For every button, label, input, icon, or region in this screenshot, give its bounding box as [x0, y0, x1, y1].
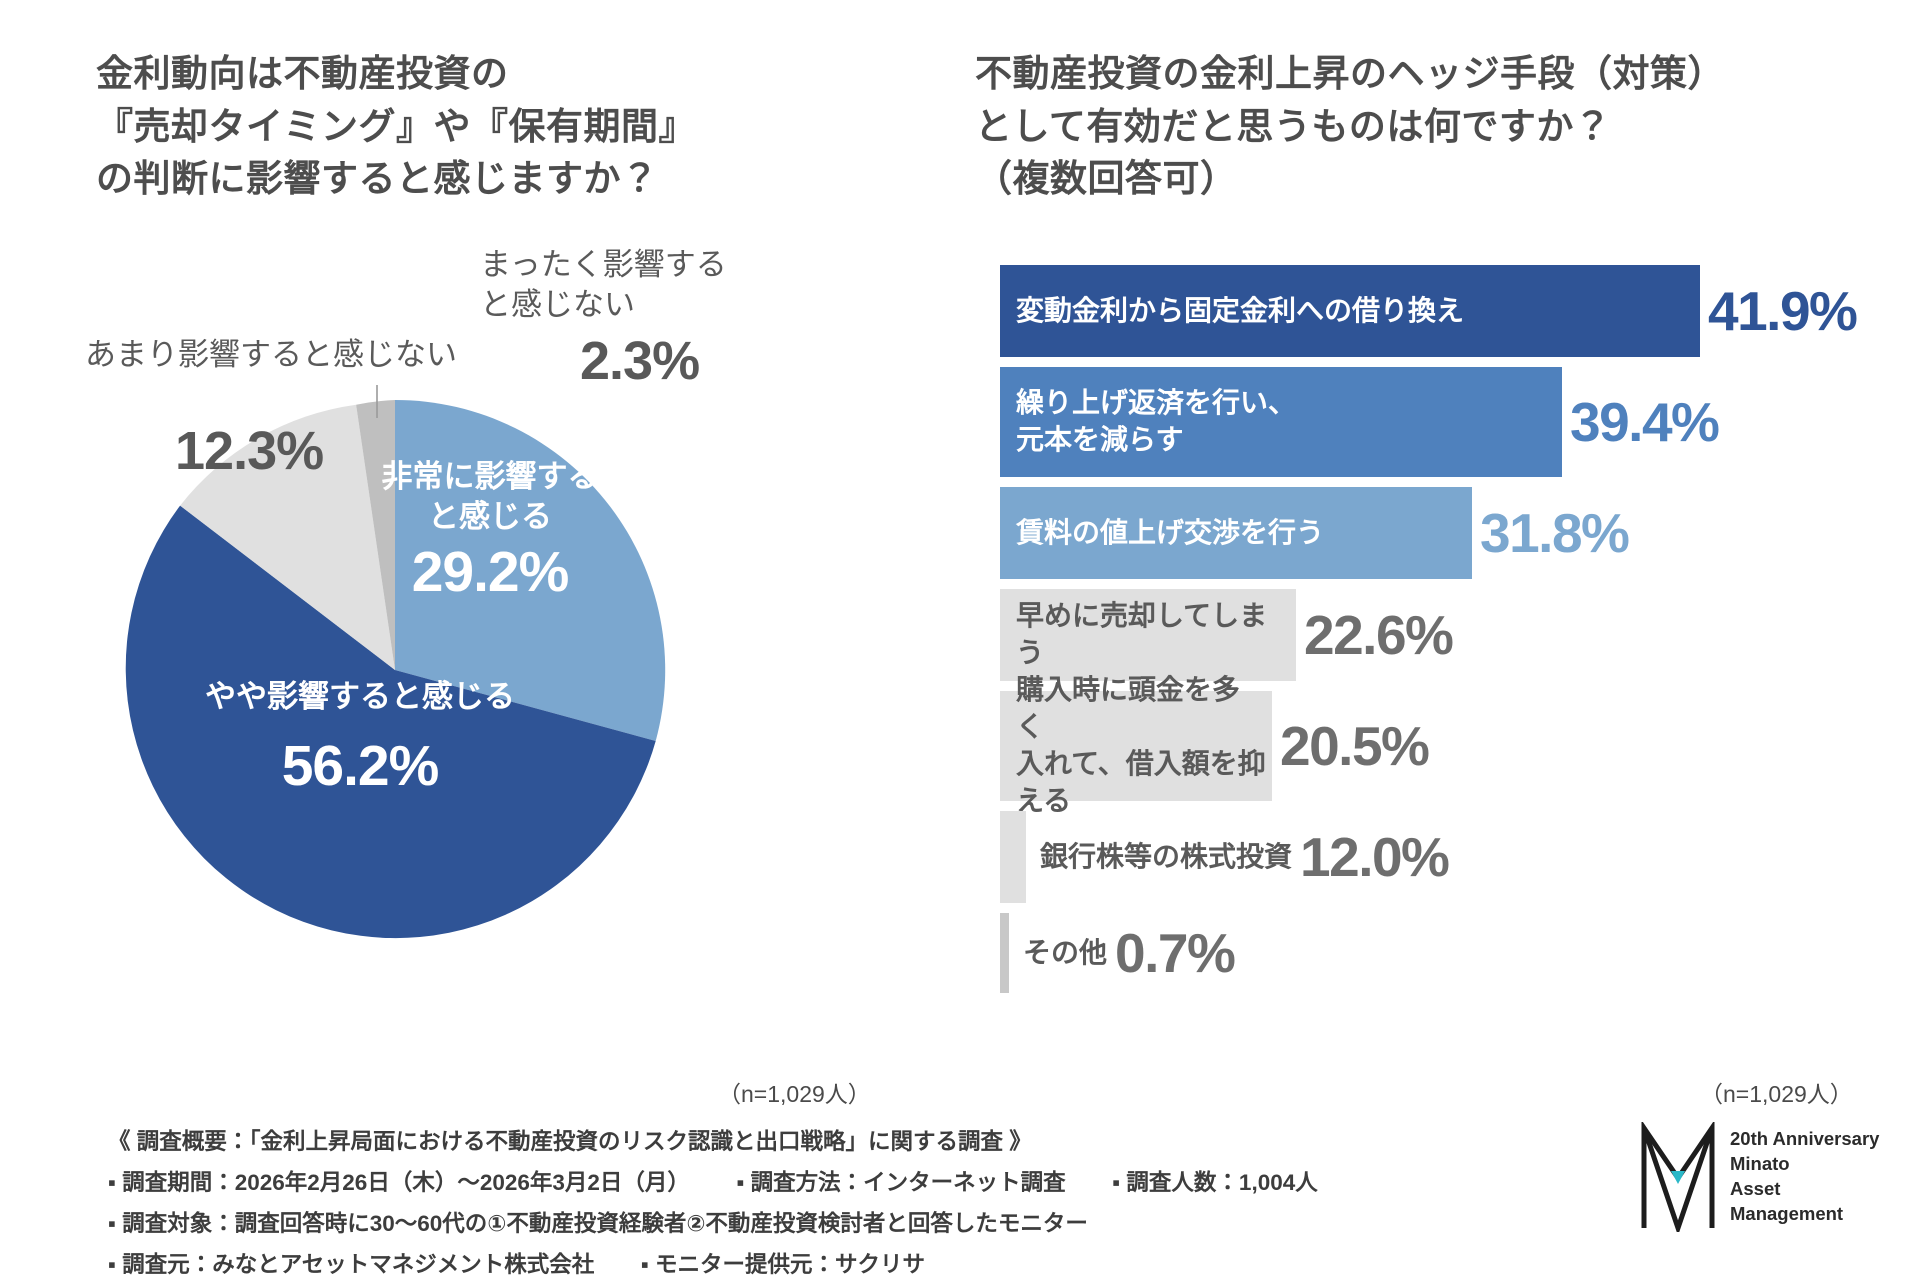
bar-fill: 変動金利から固定金利への借り換え: [1000, 265, 1700, 357]
footnote-period: ▪ 調査期間：2026年2月26日（木）〜2026年3月2日（月）: [108, 1169, 690, 1195]
bar-fill: [1000, 811, 1026, 903]
company-logo: 20th Anniversary Minato Asset Management: [1640, 1122, 1879, 1232]
bar-fill: 繰り上げ返済を行い、 元本を減らす: [1000, 367, 1562, 477]
bar-value-label: 0.7%: [1115, 922, 1236, 984]
footnote-monitor-provider: ▪ モニター提供元：サクリサ: [640, 1251, 926, 1277]
bar-row: 繰り上げ返済を行い、 元本を減らす 39.4%: [1000, 367, 1880, 477]
footnote-target: ▪ 調査対象：調査回答時に30〜60代の①不動産投資経験者②不動産投資検討者と回…: [108, 1210, 1088, 1236]
pie-slice-somewhat: [125, 505, 656, 939]
bar-chart-sample-size: （n=1,029人）: [1700, 1081, 1853, 1107]
pie-value-somewhat: 56.2%: [281, 734, 440, 798]
minato-logo-icon: [1641, 1122, 1715, 1232]
pie-label-somewhat: やや影響すると感じる: [205, 679, 515, 714]
logo-text: 20th Anniversary Minato Asset Management: [1730, 1128, 1880, 1224]
bar-category-label: 変動金利から固定金利への借り換え: [1016, 294, 1465, 326]
pie-label-none: まったく影響すると感じない: [480, 247, 727, 322]
bar-fill: 購入時に頭金を多く 入れて、借入額を抑える: [1000, 674, 1272, 816]
footnote-overview: 《 調査概要：「金利上昇局面における不動産投資のリスク認識と出口戦略」に関する調…: [108, 1129, 1032, 1154]
footnote-period-row: ▪ 調査期間：2026年2月26日（木）〜2026年3月2日（月） ▪ 調査方法…: [108, 1163, 1648, 1204]
pie-chart-question-title: 金利動向は不動産投資の 『売却タイミング』や『保有期間』 の判断に影響すると感じ…: [96, 53, 696, 200]
pie-value-none: 2.3%: [580, 331, 700, 391]
pie-slice-none: [356, 400, 395, 670]
bar-row: 賃料の値上げ交渉を行う 31.8%: [1000, 487, 1880, 579]
footnote-count: ▪ 調査人数：1,004人: [1112, 1169, 1318, 1195]
bar-category-label: 早めに売却してしまう: [1016, 600, 1268, 668]
bar-chart: 変動金利から固定金利への借り換え 41.9% 繰り上げ返済を行い、 元本を減らす 39…: [1000, 265, 1880, 1003]
pie-value-notmuch: 12.3%: [175, 421, 324, 481]
bar-value-label: 20.5%: [1280, 715, 1430, 777]
bar-row: 銀行株等の株式投資 12.0%: [1000, 811, 1880, 903]
bar-row: 変動金利から固定金利への借り換え 41.9%: [1000, 265, 1880, 357]
bar-category-label: 繰り上げ返済を行い、 元本を減らす: [1016, 387, 1297, 455]
bar-value-label: 31.8%: [1480, 502, 1630, 564]
bar-category-label: その他: [1023, 936, 1108, 968]
bar-row: その他 0.7%: [1000, 913, 1880, 993]
pie-label-notmuch: あまり影響すると感じない: [85, 337, 457, 372]
bar-row: 購入時に頭金を多く 入れて、借入額を抑える 20.5%: [1000, 674, 1880, 816]
bar-fill: [1000, 913, 1009, 993]
pie-chart-svg: [125, 385, 666, 939]
pie-chart-sample-size: （n=1,029人）: [718, 1081, 871, 1107]
pie-chart: まったく影響すると感じない 2.3% あまり影響すると感じない 12.3% 非常…: [40, 247, 750, 1045]
pie-label-very: 非常に影響すると感じる: [381, 459, 599, 535]
bar-fill: 早めに売却してしまう: [1000, 589, 1296, 681]
footnote-source-row: ▪ 調査元：みなとアセットマネジメント株式会社 ▪ モニター提供元：サクリサ: [108, 1245, 1648, 1280]
bar-category-label: 銀行株等の株式投資: [1040, 840, 1293, 872]
bar-value-label: 39.4%: [1570, 391, 1720, 453]
bar-value-label: 12.0%: [1300, 826, 1450, 888]
pie-slice-very: [395, 399, 666, 741]
bar-row: 早めに売却してしまう 22.6%: [1000, 589, 1880, 681]
footnote-method: ▪ 調査方法：インターネット調査: [736, 1169, 1066, 1195]
bar-fill: 賃料の値上げ交渉を行う: [1000, 487, 1472, 579]
bar-category-label: 購入時に頭金を多く 入れて、借入額を抑える: [1016, 674, 1266, 816]
footnote-source: ▪ 調査元：みなとアセットマネジメント株式会社: [108, 1251, 595, 1277]
bar-value-label: 22.6%: [1304, 604, 1454, 666]
bar-category-label: 賃料の値上げ交渉を行う: [1016, 516, 1325, 548]
bar-chart-question-title: 不動産投資の金利上昇のヘッジ手段（対策） として有効だと思うものは何ですか？ （…: [975, 53, 1725, 200]
pie-slice-notmuch: [180, 404, 395, 670]
survey-footnote: 《 調査概要：「金利上昇局面における不動産投資のリスク認識と出口戦略」に関する調…: [108, 1122, 1648, 1280]
pie-leader-line: [376, 385, 378, 418]
bar-value-label: 41.9%: [1708, 280, 1858, 342]
pie-value-very: 29.2%: [411, 540, 570, 604]
